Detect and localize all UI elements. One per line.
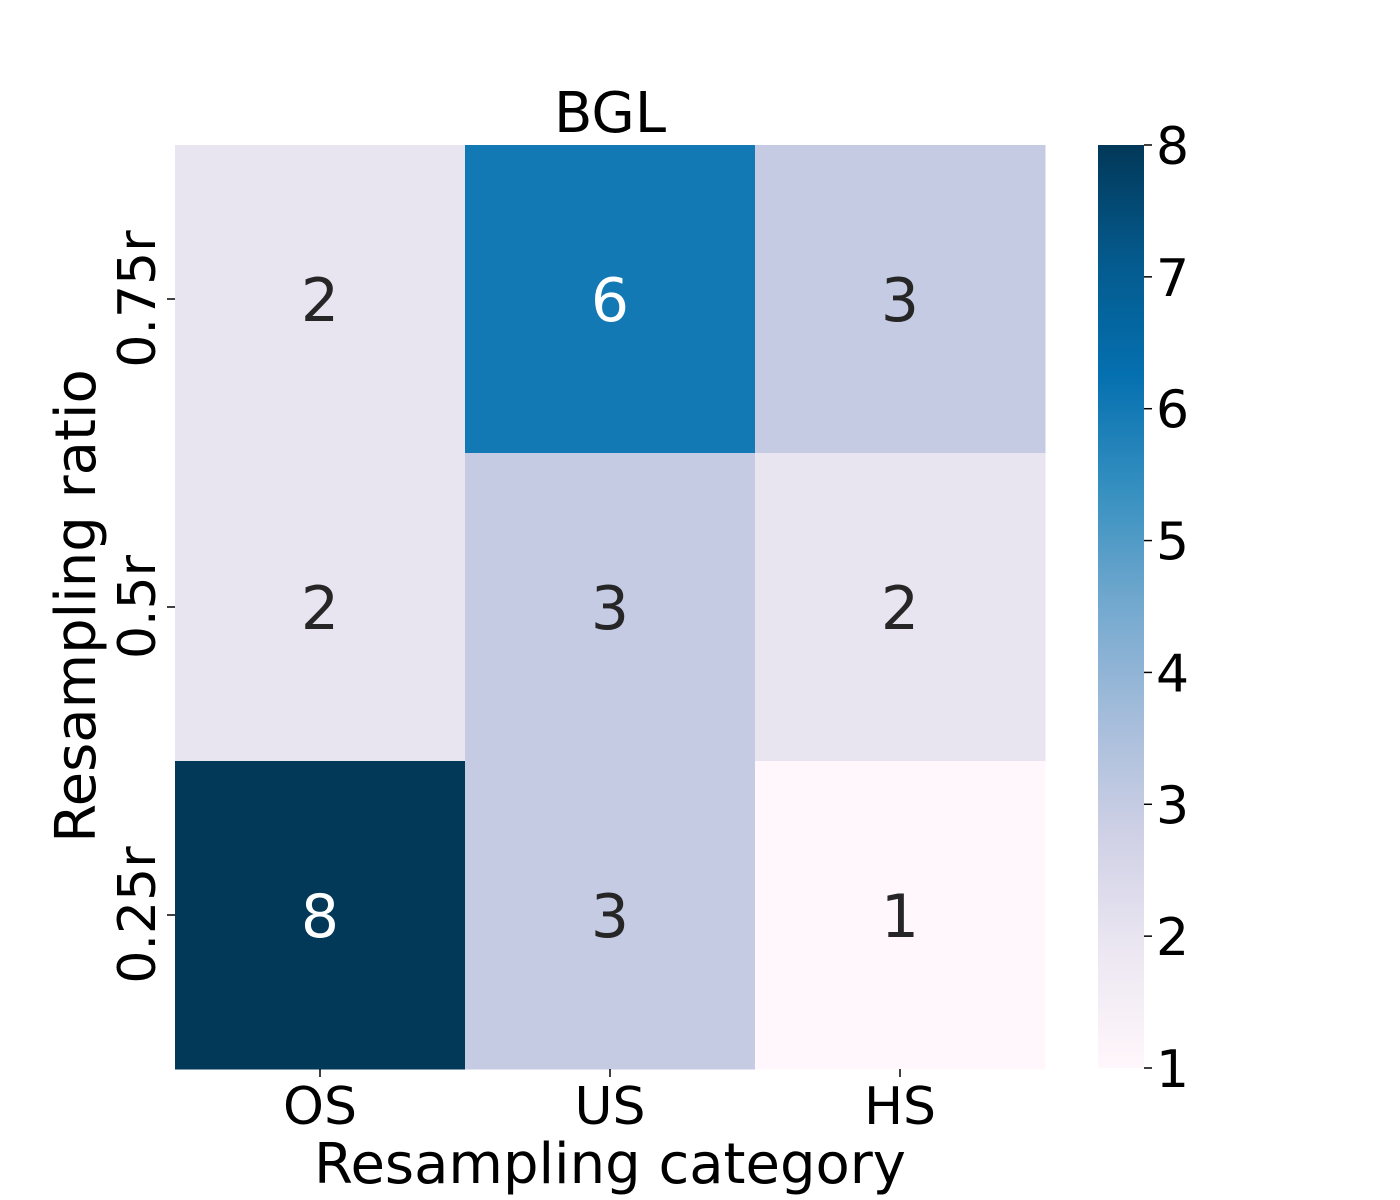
x-axis-title: Resampling category: [314, 1132, 906, 1197]
cell-value-label: 2: [301, 574, 339, 644]
x-axis: OS US HS: [283, 1069, 936, 1137]
heatmap-cell-0.5r-OS: [175, 453, 466, 762]
colorbar-tick-label: 8: [1156, 117, 1189, 177]
chart-title: BGL: [554, 81, 666, 146]
x-tick-label: US: [574, 1077, 645, 1137]
cell-value-label: 3: [881, 266, 919, 336]
cell-value-label: 2: [881, 574, 919, 644]
heatmap-cell-0.25r-HS: [755, 761, 1046, 1070]
colorbar-tick-label: 7: [1156, 249, 1189, 309]
y-tick-label: 0.75r: [108, 230, 168, 368]
y-tick-label: 0.5r: [108, 554, 168, 659]
heatmap-cell-0.75r-US: [465, 145, 756, 454]
colorbar-tick-label: 2: [1156, 908, 1189, 968]
x-tick-label: HS: [864, 1077, 936, 1137]
x-tick-label: OS: [283, 1077, 357, 1137]
colorbar-tick-label: 6: [1156, 381, 1189, 441]
heatmap-cell-0.75r-OS: [175, 145, 466, 454]
colorbar-tick-label: 5: [1156, 513, 1189, 573]
colorbar-tick-label: 1: [1156, 1040, 1189, 1100]
heatmap-cell-0.25r-OS: [175, 761, 466, 1070]
heatmap-cell-0.75r-HS: [755, 145, 1046, 454]
cell-value-label: 3: [591, 574, 629, 644]
cell-value-label: 2: [301, 266, 339, 336]
y-axis: 0.75r 0.5r 0.25r: [108, 230, 175, 984]
cell-value-label: 1: [881, 882, 919, 952]
colorbar-tick-label: 4: [1156, 644, 1189, 704]
heatmap-cell-0.5r-HS: [755, 453, 1046, 762]
cell-value-label: 8: [301, 882, 339, 952]
colorbar-gradient: [1098, 145, 1144, 1068]
y-tick-label: 0.25r: [108, 846, 168, 984]
heatmap-cell-0.5r-US: [465, 453, 756, 762]
heatmap-cell-labels: 2 6 3 2 3 2 8 3 1: [301, 266, 919, 952]
colorbar: 1 2 3 4 5 6 7 8: [1098, 117, 1189, 1100]
cell-value-label: 3: [591, 882, 629, 952]
cell-value-label: 6: [591, 266, 629, 336]
y-axis-title: Resampling ratio: [44, 369, 109, 843]
heatmap-cell-0.25r-US: [465, 761, 756, 1070]
colorbar-tick-label: 3: [1156, 776, 1189, 836]
heatmap-cells: [175, 145, 1046, 1070]
